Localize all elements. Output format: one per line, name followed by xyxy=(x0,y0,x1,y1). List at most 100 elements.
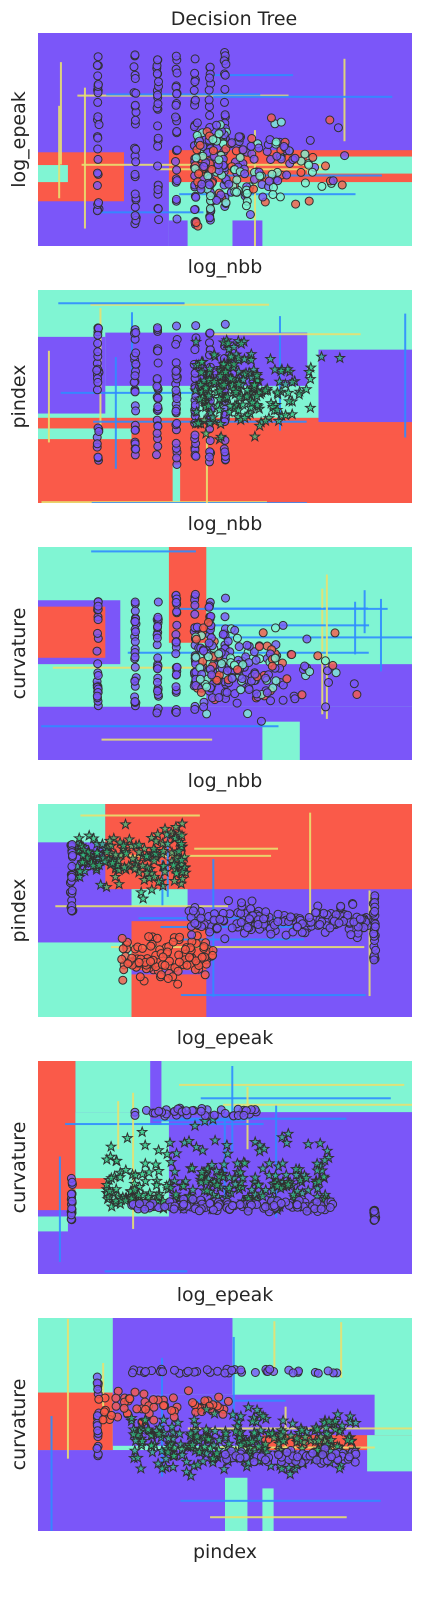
data-point xyxy=(334,918,344,928)
data-point-star xyxy=(221,1147,235,1160)
data-point-star xyxy=(128,862,142,875)
data-point-star xyxy=(235,337,248,350)
data-point xyxy=(322,666,332,676)
data-point xyxy=(190,68,200,78)
data-point xyxy=(321,161,330,171)
data-point-star xyxy=(203,416,217,429)
data-point-star xyxy=(229,1424,242,1437)
panel-1: log_nbb log_epeak xyxy=(8,33,412,278)
data-point-star xyxy=(167,859,180,871)
decision-region xyxy=(38,165,68,183)
data-point xyxy=(153,323,162,333)
data-point xyxy=(153,653,163,663)
data-point xyxy=(271,676,281,686)
boundary-line xyxy=(83,87,86,229)
plot-area xyxy=(38,1318,412,1531)
boundary-line xyxy=(111,946,365,949)
data-point xyxy=(242,188,252,198)
data-point xyxy=(130,697,140,706)
data-point-star xyxy=(213,384,227,397)
data-point-star xyxy=(199,1423,213,1435)
data-point-star xyxy=(120,847,133,860)
data-point-star xyxy=(221,360,234,373)
data-point-star xyxy=(295,1423,309,1436)
data-point xyxy=(212,195,222,205)
boundary-line xyxy=(152,1119,246,1122)
data-point-star xyxy=(92,858,106,871)
data-point-star xyxy=(208,1407,221,1420)
data-point-star xyxy=(220,1138,234,1151)
data-point-star xyxy=(321,1144,334,1157)
data-point-star xyxy=(132,845,146,858)
data-point-star xyxy=(214,369,227,382)
plot-area xyxy=(38,290,412,503)
x-axis-label: log_nbb xyxy=(188,770,263,792)
data-point xyxy=(171,598,181,607)
data-point-star xyxy=(202,1432,215,1445)
data-point xyxy=(304,160,314,170)
data-point xyxy=(172,418,182,428)
boundary-line xyxy=(200,1097,391,1100)
data-point xyxy=(107,1410,116,1420)
data-point xyxy=(175,932,184,942)
data-point xyxy=(94,1394,104,1404)
data-point xyxy=(149,1415,159,1425)
data-point xyxy=(272,151,282,161)
data-point xyxy=(94,120,104,130)
boundary-line xyxy=(223,1103,412,1106)
data-point xyxy=(171,157,180,166)
data-point xyxy=(130,387,140,397)
data-point xyxy=(230,625,240,635)
data-point-star xyxy=(195,355,208,368)
data-point-star xyxy=(138,1138,152,1151)
data-point-star xyxy=(146,1445,159,1458)
data-point xyxy=(93,52,103,62)
boundary-line xyxy=(77,94,289,97)
data-point xyxy=(131,328,141,337)
data-point xyxy=(153,204,163,214)
data-point xyxy=(168,1393,178,1403)
boundary-line xyxy=(41,501,267,503)
data-point xyxy=(92,1444,102,1453)
data-point-star xyxy=(258,384,272,396)
data-point-star xyxy=(152,1190,166,1202)
y-axis-label: pindex xyxy=(8,364,30,428)
data-point xyxy=(171,339,181,349)
data-point xyxy=(279,142,289,151)
data-point xyxy=(171,112,180,122)
data-point-star xyxy=(169,820,182,833)
data-point xyxy=(92,385,102,395)
data-point-star xyxy=(234,1409,248,1422)
data-point-star xyxy=(119,1163,133,1176)
data-point-star xyxy=(117,839,130,852)
data-point xyxy=(275,192,285,202)
data-point-star xyxy=(210,1178,224,1191)
data-point-star xyxy=(160,1179,173,1192)
data-point xyxy=(152,633,162,643)
data-point-star xyxy=(236,398,249,410)
data-point-star xyxy=(190,405,203,418)
data-point xyxy=(307,167,317,177)
data-point xyxy=(256,716,266,726)
data-point-star xyxy=(199,1175,213,1188)
data-point xyxy=(131,444,141,454)
data-point xyxy=(132,1404,142,1414)
data-point-star xyxy=(203,362,216,375)
data-point-star xyxy=(103,834,117,847)
data-point xyxy=(148,1395,158,1405)
data-point-star xyxy=(227,340,241,353)
data-point-star xyxy=(127,1427,140,1440)
data-point xyxy=(349,679,359,689)
data-point xyxy=(227,1365,237,1375)
panel-2: log_nbb pindex xyxy=(8,290,412,535)
data-point xyxy=(172,394,182,404)
boundary-line xyxy=(91,502,307,503)
data-point xyxy=(93,659,103,669)
data-point xyxy=(191,652,201,662)
data-point xyxy=(302,1206,312,1216)
data-point-star xyxy=(141,1422,155,1435)
data-point-star xyxy=(269,1169,282,1182)
data-point-star xyxy=(264,352,277,365)
data-point xyxy=(130,74,140,83)
data-point xyxy=(111,1393,121,1403)
